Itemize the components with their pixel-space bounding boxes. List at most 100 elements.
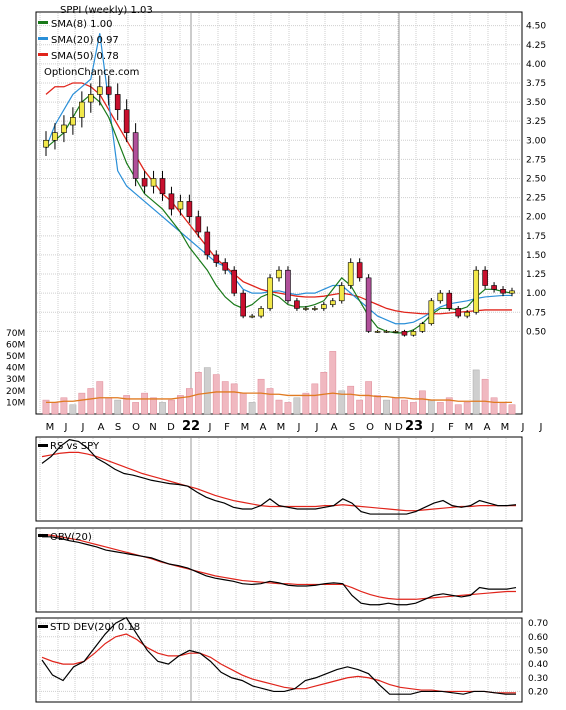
x-month-label: J xyxy=(208,422,212,433)
candle-body xyxy=(482,269,488,286)
std-y-axis: 0.70 0.60 0.50 0.40 0.30 0.20 xyxy=(528,619,548,697)
x-month-label: J xyxy=(539,422,543,433)
candles xyxy=(43,75,515,337)
volume-bar xyxy=(212,374,220,415)
x-month-label: D xyxy=(167,422,175,433)
volume-tick-label: 20M xyxy=(6,387,25,397)
candle-body xyxy=(338,285,345,302)
watermark: OptionChance.com xyxy=(44,67,139,78)
candle-body xyxy=(96,86,103,95)
x-month-label: M xyxy=(465,422,474,433)
volume-bar xyxy=(302,392,310,415)
candle-body xyxy=(303,308,309,310)
x-month-label: M xyxy=(46,422,55,433)
volume-bar xyxy=(123,395,131,415)
volume-bar xyxy=(338,390,346,415)
price-tick-label: 4.25 xyxy=(526,41,546,51)
x-month-label: D xyxy=(395,422,403,433)
candle-body xyxy=(455,308,462,317)
x-month-label: J xyxy=(521,422,525,433)
candle-body xyxy=(419,323,426,332)
chart-title: SPPI (weekly) 1.03 xyxy=(60,5,153,16)
volume-bar xyxy=(150,397,157,415)
volume-bar xyxy=(275,399,283,415)
volume-bar xyxy=(87,388,95,415)
candle-body xyxy=(347,262,354,286)
volume-bar xyxy=(356,399,364,415)
volume-tick-label: 40M xyxy=(6,364,25,374)
obv-legend-swatch xyxy=(38,534,48,537)
volume-bar xyxy=(392,397,399,415)
price-panel-frame xyxy=(35,11,523,415)
x-month-label: J xyxy=(81,422,85,433)
volume-bar xyxy=(203,367,211,415)
volume-bar xyxy=(490,397,498,415)
x-month-label: F xyxy=(224,422,230,433)
std-tick-label: 0.60 xyxy=(528,633,548,643)
legend-sma50: SMA(50) 0.78 xyxy=(51,51,119,62)
candle-body xyxy=(150,178,157,187)
legend-swatch-sma8 xyxy=(38,21,48,24)
candle-body xyxy=(491,285,497,290)
volume-tick-label: 60M xyxy=(6,340,25,350)
panel-average-line xyxy=(41,451,516,512)
candle-body xyxy=(383,331,390,333)
legend-swatch-sma20 xyxy=(38,37,48,40)
candle-body xyxy=(410,331,417,336)
candle-body xyxy=(500,289,506,294)
obv-panel-frame xyxy=(35,527,523,613)
x-month-label: F xyxy=(448,422,454,433)
candle-body xyxy=(428,300,435,325)
x-month-label: O xyxy=(366,422,374,433)
candle-body xyxy=(123,109,130,133)
x-month-label: M xyxy=(501,422,510,433)
std-tick-label: 0.50 xyxy=(528,646,548,656)
volume-bar xyxy=(51,402,59,415)
candle-body xyxy=(204,231,211,256)
volume-bar xyxy=(365,381,373,415)
price-tick-label: 0.75 xyxy=(526,308,546,318)
volume-bar xyxy=(230,383,238,415)
price-tick-label: 2.00 xyxy=(526,213,546,223)
volume-bar xyxy=(60,397,68,415)
candle-body xyxy=(509,290,515,294)
volume-bar xyxy=(463,402,471,415)
candle-body xyxy=(43,139,49,148)
rs-label: RS vs SPY xyxy=(50,441,100,452)
volume-bar xyxy=(177,395,184,415)
candle-body xyxy=(374,331,381,333)
volume-bar xyxy=(69,404,77,415)
obv-lines xyxy=(41,533,517,606)
std-tick-label: 0.40 xyxy=(528,660,548,670)
legend-sma20: SMA(20) 0.97 xyxy=(51,35,119,46)
x-month-label: S xyxy=(349,422,355,433)
panel-value-line xyxy=(41,439,517,515)
volume-bars xyxy=(42,351,516,415)
candle-body xyxy=(240,292,246,317)
x-year-label: 23 xyxy=(405,419,423,434)
volume-bar xyxy=(141,392,148,415)
volume-bar xyxy=(284,402,292,415)
candle-body xyxy=(168,193,175,210)
volume-bar xyxy=(320,371,328,415)
panel-average-line xyxy=(41,533,516,600)
volume-bar xyxy=(185,388,193,415)
volume-bar xyxy=(481,378,489,415)
legend-sma8: SMA(8) 1.00 xyxy=(51,19,112,30)
price-tick-label: 1.25 xyxy=(526,270,546,280)
candle-body xyxy=(52,132,58,141)
candle-body xyxy=(329,300,336,305)
candle-body xyxy=(401,331,408,336)
price-tick-label: 3.25 xyxy=(526,117,546,127)
volume-bar xyxy=(42,399,50,415)
volume-bar xyxy=(105,397,113,415)
volume-tick-label: 70M xyxy=(6,329,25,339)
x-month-label: N xyxy=(149,422,156,433)
candle-body xyxy=(114,94,121,111)
candle-body xyxy=(177,201,184,210)
std-tick-label: 0.30 xyxy=(528,674,548,684)
volume-bar xyxy=(168,399,175,415)
